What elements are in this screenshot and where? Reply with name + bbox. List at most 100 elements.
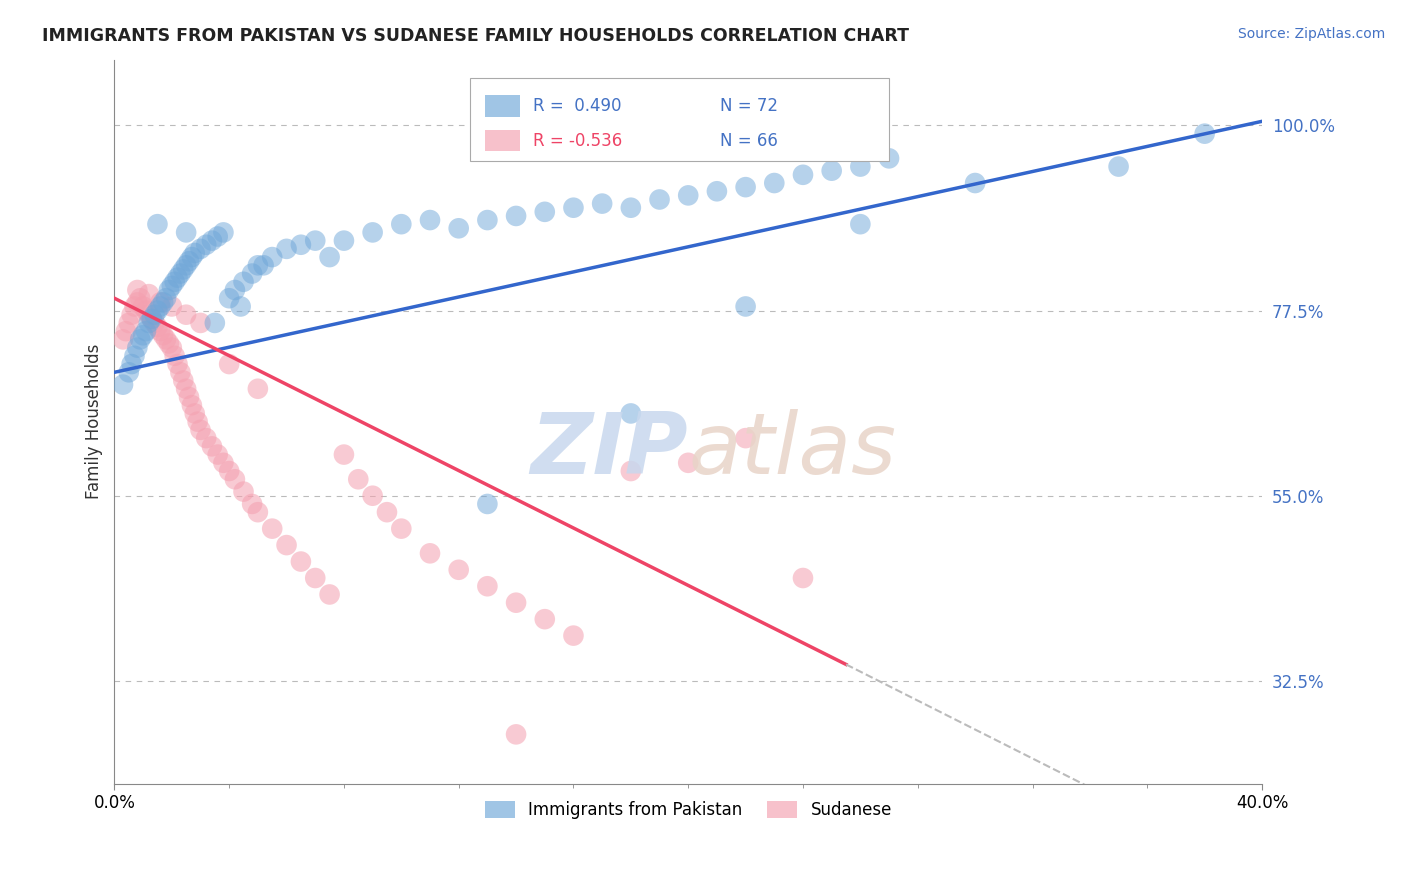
- Point: [361, 226, 384, 240]
- Point: [276, 242, 298, 256]
- Point: [190, 242, 212, 256]
- Point: [262, 250, 284, 264]
- FancyBboxPatch shape: [485, 129, 520, 152]
- Point: [127, 283, 149, 297]
- Point: [184, 406, 207, 420]
- Point: [121, 308, 143, 322]
- Point: [246, 505, 269, 519]
- Point: [138, 308, 160, 322]
- Point: [152, 295, 174, 310]
- Point: [143, 308, 166, 322]
- Point: [149, 300, 172, 314]
- Point: [706, 184, 728, 198]
- Point: [676, 456, 699, 470]
- Point: [124, 300, 146, 314]
- Text: ZIP: ZIP: [530, 409, 688, 492]
- Point: [218, 291, 240, 305]
- Point: [172, 262, 194, 277]
- Point: [204, 316, 226, 330]
- Point: [347, 472, 370, 486]
- Point: [333, 448, 356, 462]
- Point: [124, 349, 146, 363]
- Point: [1194, 127, 1216, 141]
- Point: [132, 328, 155, 343]
- Text: R =  0.490: R = 0.490: [533, 96, 621, 115]
- Point: [169, 365, 191, 379]
- Point: [111, 377, 134, 392]
- Point: [121, 357, 143, 371]
- Point: [146, 303, 169, 318]
- Point: [157, 283, 180, 297]
- Point: [246, 382, 269, 396]
- Point: [821, 163, 844, 178]
- Point: [207, 448, 229, 462]
- Point: [620, 464, 643, 478]
- Point: [135, 303, 157, 318]
- Point: [174, 226, 197, 240]
- Point: [169, 267, 191, 281]
- Point: [218, 464, 240, 478]
- Point: [505, 209, 527, 223]
- Point: [187, 415, 209, 429]
- Point: [1108, 160, 1130, 174]
- Point: [276, 538, 298, 552]
- Point: [849, 217, 872, 231]
- Point: [246, 258, 269, 272]
- Point: [115, 324, 138, 338]
- Point: [207, 229, 229, 244]
- Point: [562, 201, 585, 215]
- Point: [141, 311, 163, 326]
- Text: atlas: atlas: [688, 409, 896, 492]
- Point: [135, 324, 157, 338]
- Point: [477, 497, 499, 511]
- Point: [447, 221, 470, 235]
- Point: [166, 357, 188, 371]
- Point: [734, 180, 756, 194]
- Point: [190, 316, 212, 330]
- Point: [138, 287, 160, 301]
- Point: [232, 484, 254, 499]
- Point: [229, 300, 252, 314]
- Point: [174, 382, 197, 396]
- Text: N = 72: N = 72: [720, 96, 779, 115]
- Point: [177, 254, 200, 268]
- Point: [152, 328, 174, 343]
- Point: [389, 217, 412, 231]
- Point: [155, 291, 177, 305]
- Point: [129, 291, 152, 305]
- Text: R = -0.536: R = -0.536: [533, 132, 623, 150]
- Point: [792, 571, 814, 585]
- Point: [477, 579, 499, 593]
- Y-axis label: Family Households: Family Households: [86, 344, 103, 500]
- Point: [111, 332, 134, 346]
- Point: [190, 423, 212, 437]
- Point: [877, 152, 900, 166]
- Point: [138, 316, 160, 330]
- FancyBboxPatch shape: [485, 95, 520, 117]
- Point: [166, 270, 188, 285]
- Point: [155, 332, 177, 346]
- Point: [177, 390, 200, 404]
- Point: [419, 213, 441, 227]
- Point: [763, 176, 786, 190]
- Point: [734, 300, 756, 314]
- Point: [146, 217, 169, 231]
- Point: [620, 406, 643, 420]
- Point: [389, 522, 412, 536]
- Point: [375, 505, 398, 519]
- Point: [129, 332, 152, 346]
- Point: [304, 234, 326, 248]
- Point: [240, 267, 263, 281]
- Point: [792, 168, 814, 182]
- Point: [118, 365, 141, 379]
- Point: [648, 193, 671, 207]
- Point: [127, 295, 149, 310]
- Point: [143, 316, 166, 330]
- Text: N = 66: N = 66: [720, 132, 779, 150]
- Point: [163, 349, 186, 363]
- Point: [172, 374, 194, 388]
- Point: [533, 612, 555, 626]
- Point: [146, 320, 169, 334]
- Point: [149, 295, 172, 310]
- Point: [505, 727, 527, 741]
